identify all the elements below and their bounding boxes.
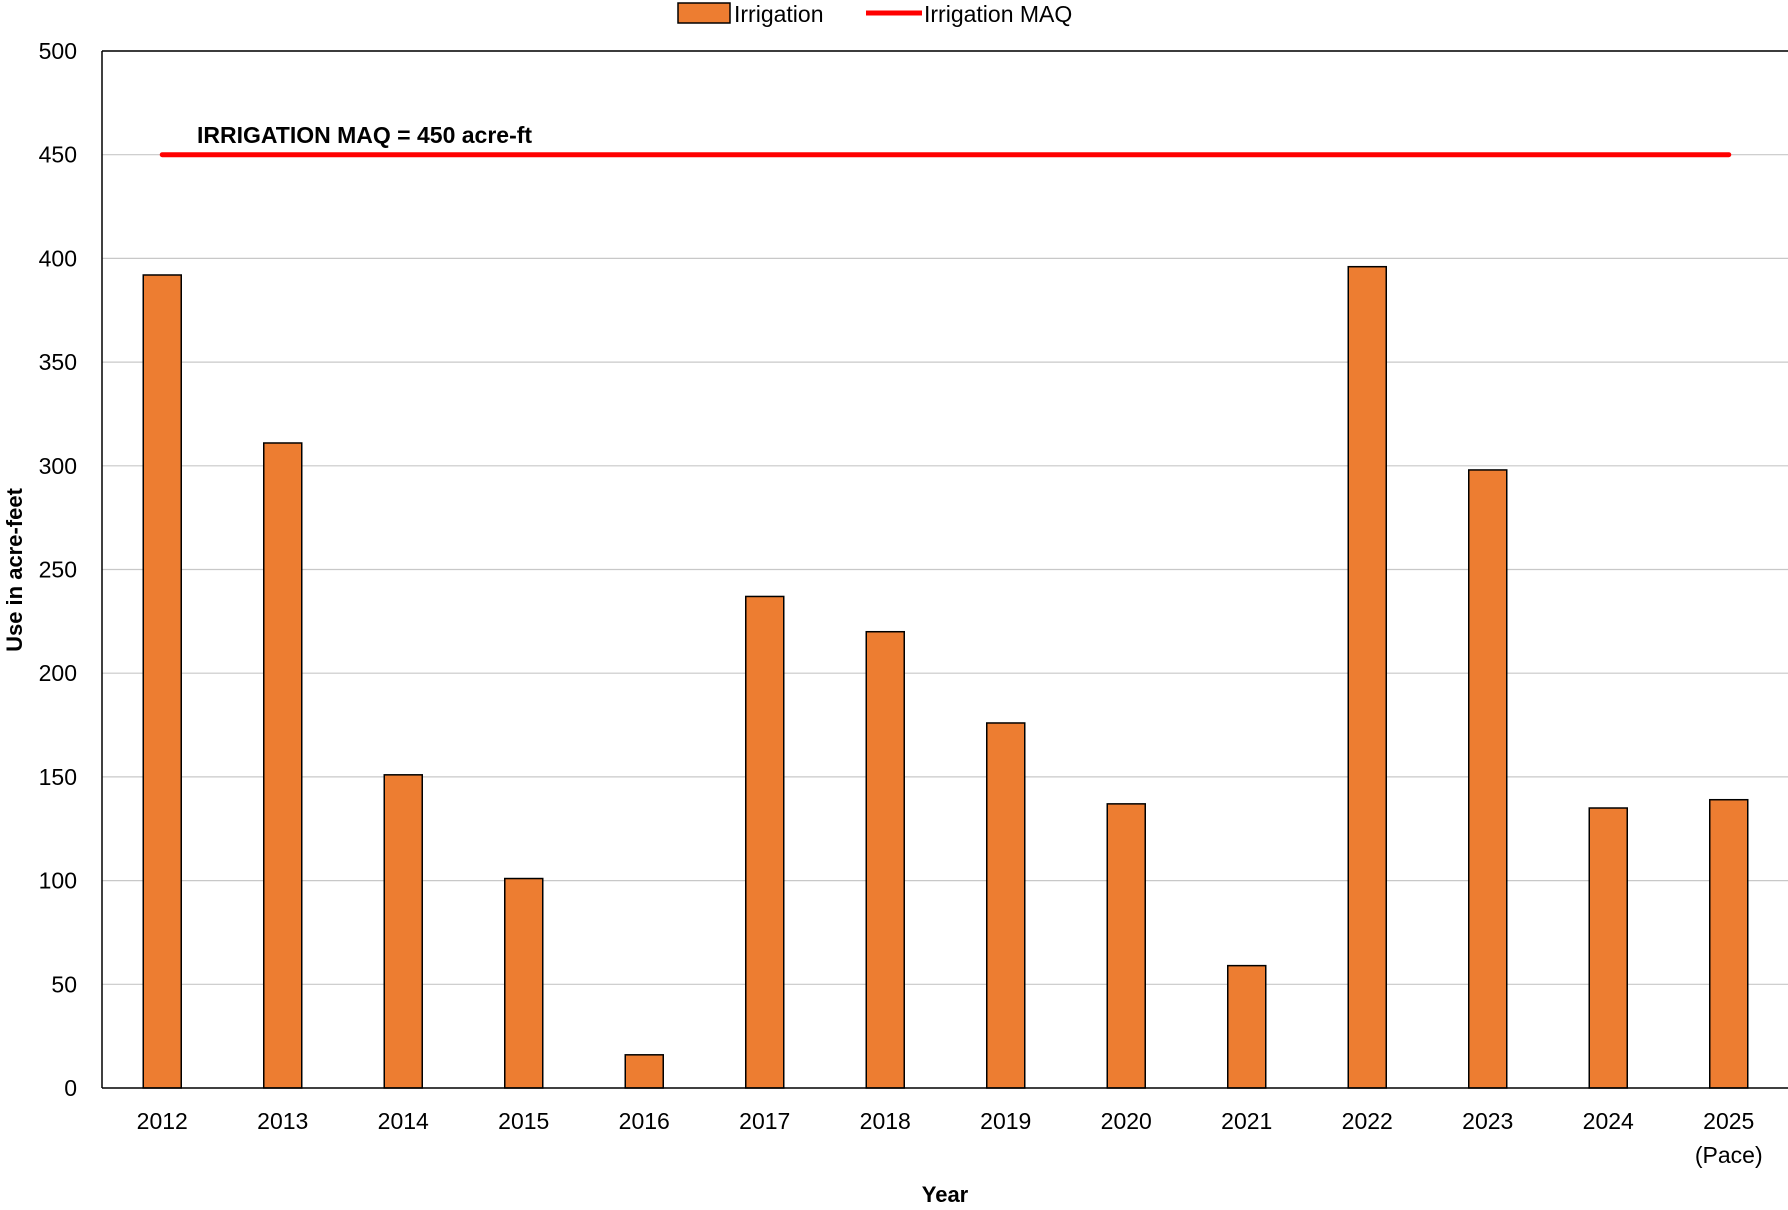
bar-2017: [745, 595, 785, 1089]
x-tick-label: 2017: [739, 1108, 790, 1134]
x-tick-label: 2014: [378, 1108, 429, 1134]
maq-annotation: IRRIGATION MAQ = 450 acre-ft: [197, 122, 532, 148]
y-tick-label: 150: [39, 764, 77, 790]
y-tick-label: 400: [39, 245, 77, 271]
y-tick-label: 100: [39, 868, 77, 894]
x-tick-labels: 2012 2013 2014 2015 2016 2017 2018 2019 2020 2021…: [137, 1108, 1763, 1168]
bar-2012: [142, 274, 182, 1089]
x-tick-label: 2019: [980, 1108, 1031, 1134]
legend-maq-label: Irrigation MAQ: [924, 1, 1072, 27]
x-axis-title: Year: [922, 1182, 969, 1207]
legend-irrigation-swatch: [677, 2, 731, 24]
bar-2023: [1468, 469, 1508, 1089]
y-tick-label: 450: [39, 142, 77, 168]
x-tick-label: 2013: [257, 1108, 308, 1134]
x-tick-label: 2015: [498, 1108, 549, 1134]
y-tick-label: 250: [39, 557, 77, 583]
x-tick-label: 2016: [619, 1108, 670, 1134]
x-tick-label: 2018: [860, 1108, 911, 1134]
y-tick-label: 500: [39, 38, 77, 64]
bar-2019: [986, 722, 1026, 1089]
bar-2014: [383, 774, 423, 1089]
y-tick-label: 350: [39, 349, 77, 375]
legend: Irrigation Irrigation MAQ: [677, 1, 1072, 27]
bar-2021: [1227, 964, 1267, 1089]
bar-2022: [1347, 265, 1387, 1089]
bar-2020: [1106, 803, 1146, 1089]
x-tick-label: 2025: [1703, 1108, 1754, 1134]
x-tick-label: 2024: [1583, 1108, 1634, 1134]
y-tick-label: 200: [39, 660, 77, 686]
bar-2015: [504, 877, 544, 1089]
y-tick-labels: 0 50 100 150 200 250 300 350 400 450 500: [39, 38, 77, 1101]
x-tick-label: 2022: [1342, 1108, 1393, 1134]
y-tick-label: 50: [51, 971, 77, 997]
gridlines: [102, 50, 1788, 985]
bar-2025: [1709, 798, 1749, 1089]
y-tick-label: 0: [64, 1075, 77, 1101]
bars: [142, 265, 1749, 1089]
bar-2016: [624, 1054, 664, 1089]
x-tick-label: 2012: [137, 1108, 188, 1134]
x-tick-label: 2023: [1462, 1108, 1513, 1134]
x-tick-label: 2020: [1101, 1108, 1152, 1134]
x-tick-sublabel: (Pace): [1695, 1142, 1763, 1168]
legend-irrigation-label: Irrigation: [734, 1, 823, 27]
bar-2018: [865, 630, 905, 1089]
x-tick-label: 2021: [1221, 1108, 1272, 1134]
bar-2013: [263, 442, 303, 1089]
y-axis-title: Use in acre-feet: [2, 487, 27, 652]
bar-2024: [1588, 807, 1628, 1089]
axes: [101, 50, 1788, 1089]
y-tick-label: 300: [39, 453, 77, 479]
